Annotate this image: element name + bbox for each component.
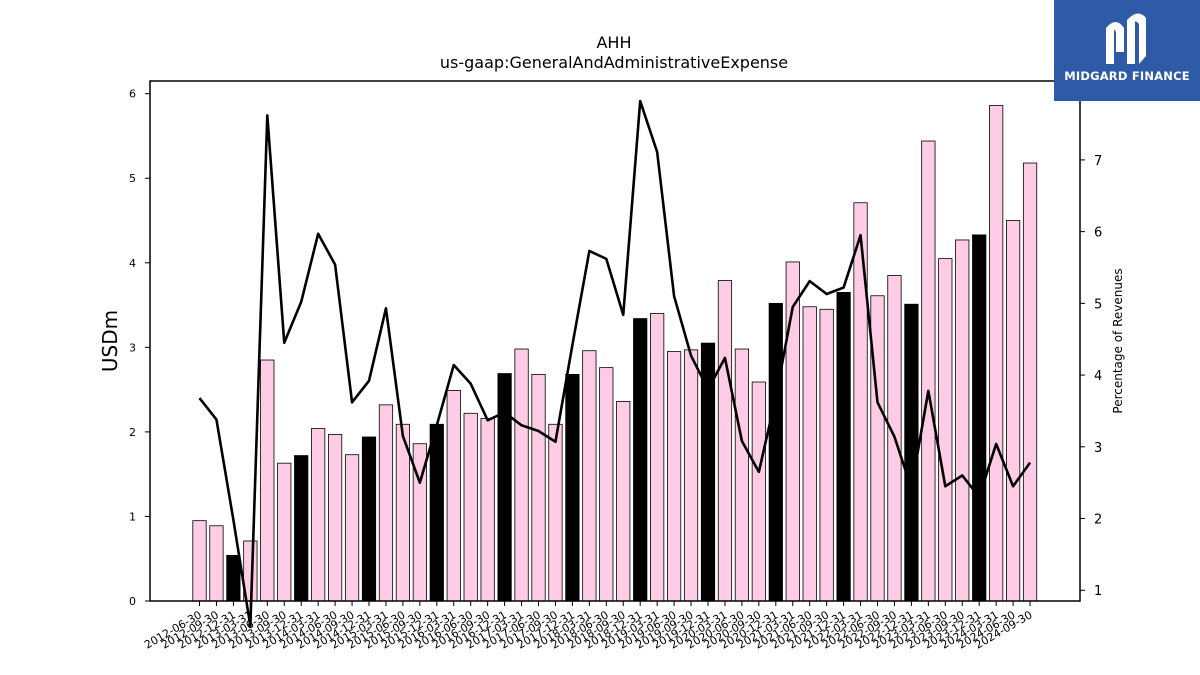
bar-2020-12-31 — [768, 302, 783, 602]
bar-2017-03-31 — [514, 348, 529, 602]
y2-tick-label: 2 — [1094, 513, 1102, 528]
y-tick-label: 1 — [129, 510, 136, 523]
bar-2024-06-30 — [1006, 220, 1021, 602]
bar-2012-09-30 — [209, 525, 224, 602]
bar-2012-06-30 — [192, 520, 207, 602]
y2-axis-label: Percentage of Revenues — [1111, 268, 1125, 413]
bar-group — [192, 105, 1038, 602]
bar-2014-03-31 — [311, 428, 326, 602]
bar-2013-12-31 — [294, 455, 309, 602]
bar-2018-12-31 — [633, 318, 648, 602]
bar-2024-03-31 — [989, 105, 1004, 602]
y-axis-label: USDm — [98, 310, 122, 372]
bar-2014-12-31 — [361, 436, 377, 602]
chart-title: AHH — [596, 33, 631, 52]
bar-2013-06-30 — [260, 359, 275, 602]
logo-text: MIDGARD FINANCE — [1064, 69, 1190, 83]
right-axis: 1 2 3 4 5 6 7 — [1080, 154, 1102, 599]
bar-2016-09-30 — [480, 417, 495, 602]
bar-2019-06-30 — [667, 351, 682, 602]
bar-2013-09-30 — [277, 462, 292, 602]
plot-frame — [149, 80, 1081, 602]
bar-2016-03-31 — [446, 390, 461, 602]
bar-2021-09-30 — [819, 308, 834, 602]
bar-2022-12-31 — [904, 303, 919, 602]
bar-2015-03-31 — [378, 404, 394, 602]
bar-2014-06-30 — [327, 434, 343, 602]
bar-2023-12-31 — [972, 234, 987, 602]
x-axis: 2012-06-302012-09-302012-12-312013-03-31… — [142, 601, 1035, 652]
y-tick-label: 5 — [129, 172, 136, 185]
logo: MIDGARD FINANCE — [1054, 0, 1200, 101]
bar-2020-06-30 — [734, 348, 750, 602]
y2-tick-label: 1 — [1094, 584, 1102, 599]
bar-2019-03-31 — [650, 313, 665, 602]
bar-2022-03-31 — [853, 202, 868, 602]
bar-2012-12-31 — [226, 554, 241, 602]
y2-tick-label: 5 — [1094, 297, 1102, 312]
bar-2021-12-31 — [836, 291, 851, 602]
bar-2023-06-30 — [938, 258, 953, 602]
bar-2017-12-31 — [565, 373, 580, 602]
y-tick-label: 2 — [129, 426, 136, 439]
bar-2018-09-30 — [616, 401, 631, 602]
bar-2023-03-31 — [921, 140, 936, 602]
y-tick-label: 0 — [129, 595, 136, 608]
bar-2018-03-31 — [582, 350, 597, 602]
bar-2019-09-30 — [683, 349, 699, 602]
percentage-line — [198, 99, 1032, 628]
bar-2020-09-30 — [751, 381, 766, 602]
y2-tick-label: 7 — [1094, 154, 1102, 169]
bar-2018-06-30 — [599, 367, 614, 602]
bar-2014-09-30 — [344, 454, 360, 602]
left-axis: 0 1 2 3 4 5 6 — [129, 88, 150, 608]
bar-2017-06-30 — [531, 373, 546, 602]
y2-tick-label: 3 — [1094, 441, 1102, 456]
y-tick-label: 4 — [129, 257, 136, 270]
line-group — [198, 99, 1032, 628]
bar-2015-12-31 — [429, 423, 444, 602]
y-tick-label: 6 — [129, 88, 136, 101]
bar-2016-06-30 — [463, 412, 478, 602]
bar-2016-12-31 — [497, 373, 512, 602]
bar-2024-09-30 — [1022, 162, 1038, 602]
bar-2023-09-30 — [955, 239, 970, 602]
y2-tick-label: 6 — [1094, 226, 1102, 241]
bar-2020-03-31 — [717, 280, 733, 602]
bar-2021-06-30 — [802, 306, 817, 602]
y2-tick-label: 4 — [1094, 369, 1102, 384]
midgard-logo-icon — [1106, 13, 1146, 65]
bar-2022-06-30 — [870, 295, 885, 602]
y-tick-label: 3 — [129, 341, 136, 354]
chart-subtitle: us-gaap:GeneralAndAdministrativeExpense — [440, 53, 788, 72]
bar-2017-09-30 — [548, 423, 563, 602]
